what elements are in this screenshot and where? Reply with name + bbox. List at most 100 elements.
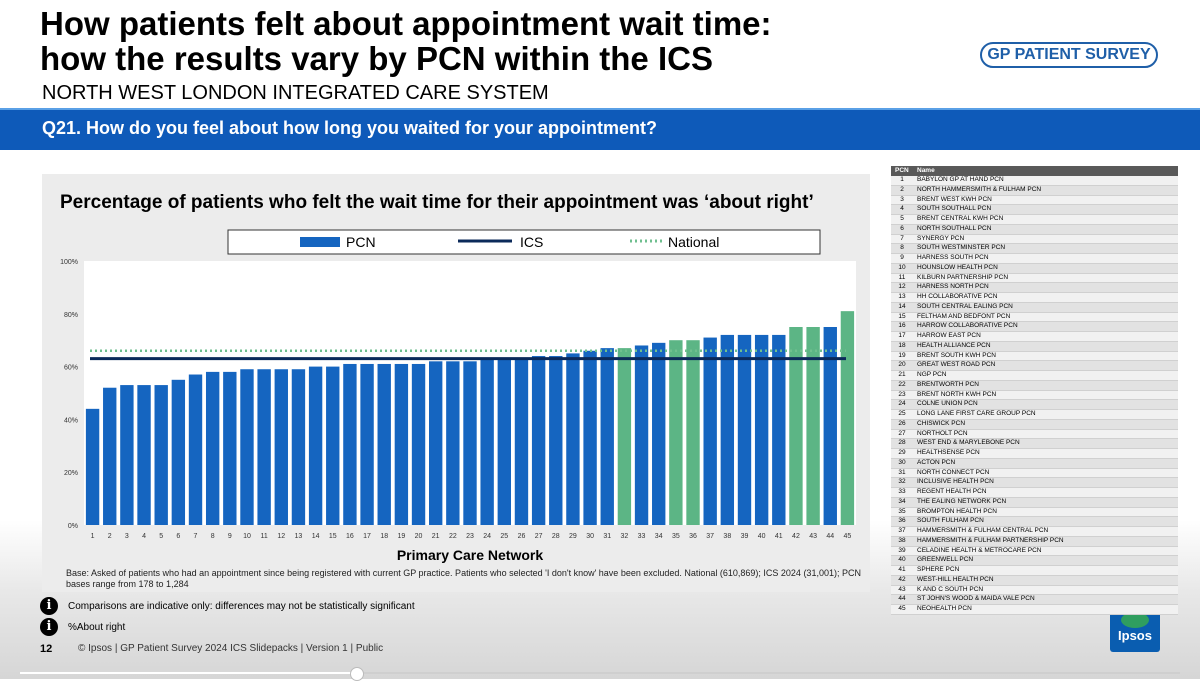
bar [377, 363, 391, 525]
x-tick-label: 44 [826, 533, 834, 540]
pcn-name: HOUNSLOW HEALTH PCN [913, 263, 1178, 274]
pcn-number: 42 [891, 575, 913, 586]
bar [205, 371, 220, 525]
x-tick-label: 8 [211, 533, 215, 540]
pcn-number: 5 [891, 214, 913, 225]
x-tick-label: 31 [603, 533, 611, 540]
table-row: 31 NORTH CONNECT PCN [891, 468, 1178, 479]
table-header-pcn: PCN [891, 166, 913, 176]
table-row: 39 CELADINE HEALTH & METROCARE PCN [891, 546, 1178, 557]
table-row: 3 BRENT WEST KWH PCN [891, 195, 1178, 206]
x-tick-label: 36 [689, 533, 697, 540]
pcn-name: HEALTH ALLIANCE PCN [913, 341, 1178, 352]
table-row: 26 CHISWICK PCN [891, 419, 1178, 430]
x-tick-label: 22 [449, 533, 457, 540]
x-tick-label: 19 [397, 533, 405, 540]
pcn-key-table: PCN Name 1 BABYLON GP AT HAND PCN 2 NORTH H… [891, 166, 1178, 615]
pcn-name: BRENTWORTH PCN [913, 380, 1178, 391]
bar [600, 348, 614, 525]
table-row: 32 INCLUSIVE HEALTH PCN [891, 477, 1178, 488]
bar [463, 361, 477, 525]
bar [240, 369, 254, 525]
bar [223, 371, 237, 525]
bar [514, 358, 529, 525]
x-tick-label: 32 [621, 533, 629, 540]
table-row: 21 NGP PCN [891, 370, 1178, 381]
table-row: 8 SOUTH WESTMINSTER PCN [891, 243, 1178, 254]
x-tick-label: 17 [363, 533, 371, 540]
bar [720, 334, 735, 525]
table-row: 27 NORTHOLT PCN [891, 429, 1178, 440]
pcn-number: 22 [891, 380, 913, 391]
table-row: 44 ST JOHN'S WOOD & MAIDA VALE PCN [891, 594, 1178, 605]
bar [171, 379, 186, 525]
bar [634, 345, 649, 525]
table-row: 10 HOUNSLOW HEALTH PCN [891, 263, 1178, 274]
pcn-number: 15 [891, 312, 913, 323]
table-row: 7 SYNERGY PCN [891, 234, 1178, 245]
gp-patient-survey-logo: GP PATIENT SURVEY [980, 42, 1158, 68]
bar [840, 311, 855, 525]
page-title-line-2: how the results vary by PCN within the I… [40, 40, 713, 77]
table-row: 35 BROMPTON HEALTH PCN [891, 507, 1178, 518]
table-row: 34 THE EALING NETWORK PCN [891, 497, 1178, 508]
x-tick-label: 2 [108, 533, 112, 540]
pcn-name: GREAT WEST ROAD PCN [913, 360, 1178, 371]
page-subtitle: NORTH WEST LONDON INTEGRATED CARE SYSTEM [42, 82, 549, 104]
pcn-number: 14 [891, 302, 913, 313]
pcn-number: 30 [891, 458, 913, 469]
pcn-name: NORTH SOUTHALL PCN [913, 224, 1178, 235]
pcn-number: 38 [891, 536, 913, 547]
pcn-name: NORTHOLT PCN [913, 429, 1178, 440]
pcn-name: CHISWICK PCN [913, 419, 1178, 430]
x-tick-label: 39 [741, 533, 749, 540]
pcn-number: 18 [891, 341, 913, 352]
pcn-number: 6 [891, 224, 913, 235]
table-row: 41 SPHERE PCN [891, 565, 1178, 576]
pcn-name: KILBURN PARTNERSHIP PCN [913, 273, 1178, 284]
bar [120, 385, 134, 525]
y-tick-label: 60% [64, 365, 78, 372]
pcn-name: NGP PCN [913, 370, 1178, 381]
x-tick-label: 16 [346, 533, 354, 540]
page-title-line-1: How patients felt about appointment wait… [40, 5, 772, 42]
x-tick-label: 41 [775, 533, 783, 540]
pcn-number: 45 [891, 604, 913, 615]
table-row: 24 COLNE UNION PCN [891, 399, 1178, 410]
video-progress-bar[interactable] [20, 667, 1180, 681]
y-tick-label: 80% [64, 312, 78, 319]
chart-panel: Percentage of patients who felt the wait… [42, 174, 870, 592]
y-tick-label: 20% [64, 470, 78, 477]
bar [308, 366, 323, 525]
pcn-name: BRENT WEST KWH PCN [913, 195, 1178, 206]
table-row: 13 HH COLLABORATIVE PCN [891, 292, 1178, 303]
table-row: 40 GREENWELL PCN [891, 555, 1178, 566]
x-tick-label: 34 [655, 533, 663, 540]
question-text: Q21. How do you feel about how long you … [42, 118, 658, 138]
y-tick-label: 40% [64, 417, 78, 424]
page-number: 12 [40, 643, 53, 655]
x-tick-label: 3 [125, 533, 129, 540]
table-row: 4 SOUTH SOUTHALL PCN [891, 204, 1178, 215]
bar [652, 342, 666, 525]
bar [823, 327, 837, 525]
legend-swatch-pcn [300, 237, 340, 247]
pcn-name: BRENT SOUTH KWH PCN [913, 351, 1178, 362]
pcn-name: HAMMERSMITH & FULHAM CENTRAL PCN [913, 526, 1178, 537]
bar [360, 363, 374, 525]
table-row: 25 LONG LANE FIRST CARE GROUP PCN [891, 409, 1178, 420]
bar [549, 356, 563, 525]
x-tick-label: 37 [706, 533, 714, 540]
x-tick-label: 13 [295, 533, 303, 540]
pcn-name: GREENWELL PCN [913, 555, 1178, 566]
pcn-name: BROMPTON HEALTH PCN [913, 507, 1178, 518]
x-tick-label: 20 [415, 533, 423, 540]
pcn-name: SOUTH FULHAM PCN [913, 516, 1178, 527]
pcn-number: 21 [891, 370, 913, 381]
bar [85, 408, 100, 525]
table-row: 20 GREAT WEST ROAD PCN [891, 360, 1178, 371]
pcn-name: HH COLLABORATIVE PCN [913, 292, 1178, 303]
pcn-name: K AND C SOUTH PCN [913, 585, 1178, 596]
pcn-number: 9 [891, 253, 913, 264]
bar [806, 327, 820, 525]
